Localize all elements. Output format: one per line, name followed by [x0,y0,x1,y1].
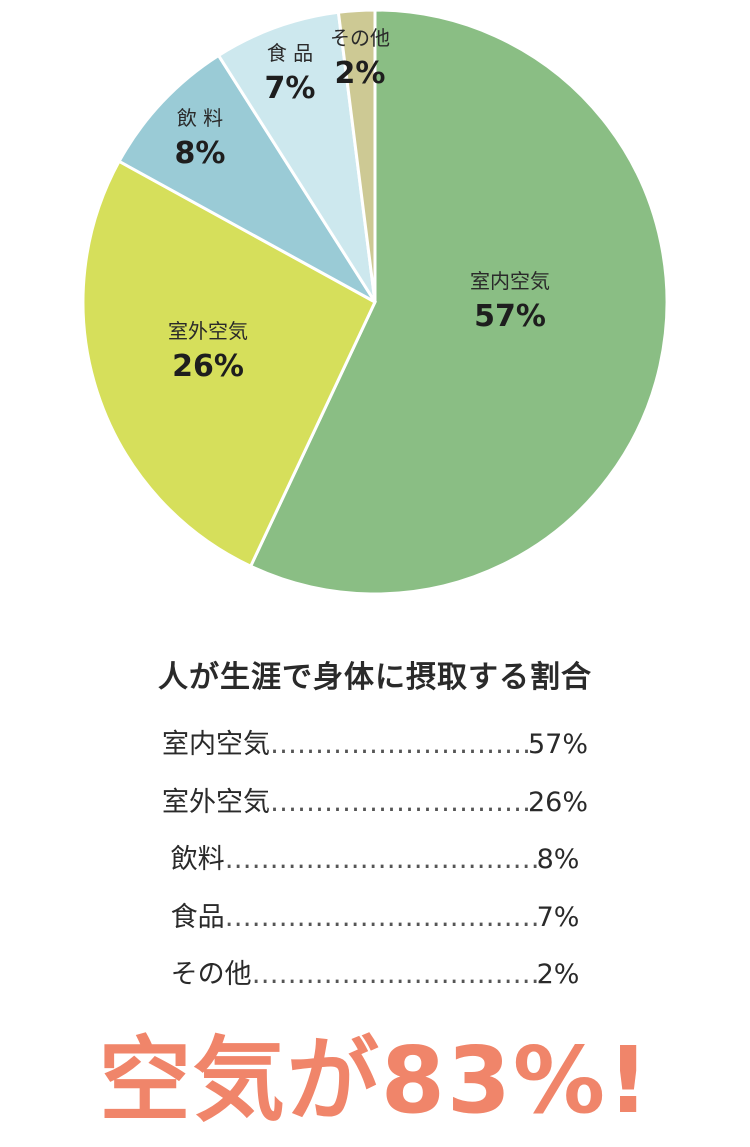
headline: 空気が83%! [98,1027,652,1134]
slice-value-label-1: 26% [172,349,244,384]
legend-value: 26% [527,786,588,818]
legend-leader-dots: ………………………………………………………………………………………………………… [269,786,528,818]
legend-item: 食品……………………………………………………………………………………………………… [0,895,750,953]
pie-chart: 室内空気 57% 室外空気 26% 飲 料 8% 食 品 7% その他 2% [81,8,669,596]
legend-list: 室内空気………………………………………………………………………………………………… [0,722,750,1010]
legend-value: 2% [536,959,580,990]
legend-leader-dots: ………………………………………………………………………………………………………… [269,729,528,760]
slice-value-label-4: 2% [335,56,386,91]
slice-value-label-3: 7% [265,71,316,106]
legend-leader-dots: ………………………………………………………………………………………………………… [224,901,537,933]
pie-slice-2 [117,53,377,304]
legend-label: 室内空気 [161,729,270,760]
slice-label-4: その他 [330,26,390,50]
slice-label-1: 室外空気 [168,319,248,343]
legend-value: 57% [527,729,588,760]
slice-label-3: 食 品 [267,41,313,65]
slice-value-label-0: 57% [474,299,546,334]
legend-item: 室内空気………………………………………………………………………………………………… [0,722,750,780]
legend-item: その他…………………………………………………………………………………………………… [0,952,750,1010]
legend-label: 飲料 [170,844,225,875]
legend-line: 室外空気………………………………………………………………………………………………… [162,780,588,838]
legend-line: その他…………………………………………………………………………………………………… [171,952,580,1010]
slice-label-2: 飲 料 [177,106,223,130]
chart-title: 人が生涯で身体に摂取する割合 [158,660,592,695]
slice-value-label-2: 8% [175,136,226,171]
pie-slice-3 [216,10,377,303]
slice-label-0: 室内空気 [470,269,550,293]
pie-slice-4 [336,8,377,303]
legend-item: 飲料……………………………………………………………………………………………………… [0,837,750,895]
legend-label: 室外空気 [161,786,270,818]
legend-line: 飲料……………………………………………………………………………………………………… [171,837,580,895]
legend-line: 室内空気………………………………………………………………………………………………… [162,722,588,780]
legend-value: 8% [536,844,580,875]
pie-slice-0 [248,8,669,596]
pie-chart-svg: 室内空気 57% 室外空気 26% 飲 料 8% 食 品 7% その他 2% [81,8,669,596]
legend-item: 室外空気………………………………………………………………………………………………… [0,780,750,838]
legend-value: 7% [536,901,580,933]
legend-label: その他 [170,959,252,990]
legend-leader-dots: ………………………………………………………………………………………………………… [251,959,537,990]
legend-line: 食品……………………………………………………………………………………………………… [171,895,580,953]
legend-label: 食品 [170,901,225,933]
legend-leader-dots: ………………………………………………………………………………………………………… [224,844,537,875]
